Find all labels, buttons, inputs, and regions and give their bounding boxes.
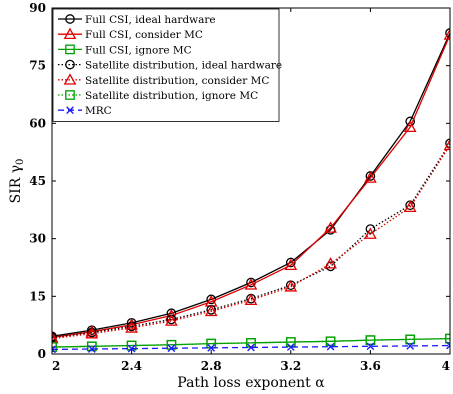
y-tick-label: 15 (29, 289, 46, 303)
legend-entry: Full CSI, ideal hardware (58, 14, 216, 26)
series-4 (52, 138, 450, 344)
data-point-circle (365, 224, 376, 234)
data-point-triangle (403, 120, 417, 133)
data-point-x (406, 342, 415, 350)
data-point-x (127, 344, 136, 353)
series-line (52, 142, 450, 339)
x-tick-label: 4 (442, 359, 450, 373)
legend-label: MRC (85, 105, 112, 117)
data-point-triangle (284, 258, 298, 271)
series-1 (52, 28, 450, 343)
series-line (52, 344, 450, 351)
data-point-square (86, 341, 97, 352)
legend-label: Full CSI, ignore MC (85, 44, 192, 56)
y-tick-label: 0 (38, 347, 46, 361)
y-axis-label-main: SIR γ (8, 165, 24, 203)
y-tick-label: 90 (29, 1, 46, 15)
legend-entry: Full CSI, consider MC (58, 27, 203, 41)
data-point-circle (65, 59, 75, 70)
y-tick-label: 45 (29, 174, 46, 188)
series-6 (52, 341, 450, 354)
data-point-triangle (324, 221, 337, 233)
x-tick-label: 3.2 (280, 359, 301, 373)
data-point-triangle (125, 318, 138, 330)
data-point-square (126, 340, 137, 351)
series-line (52, 337, 450, 348)
series-layer (52, 28, 450, 354)
series-line (52, 144, 450, 340)
data-point-square (65, 44, 75, 55)
data-point-triangle (244, 293, 258, 306)
legend-label: Full CSI, consider MC (85, 29, 203, 41)
data-point-x (366, 342, 375, 351)
data-point-triangle (443, 28, 450, 40)
data-point-x (167, 344, 176, 353)
data-point-square (52, 342, 57, 352)
data-point-x (326, 342, 335, 351)
y-axis-label-sub: 0 (15, 159, 26, 165)
data-point-triangle (284, 280, 298, 292)
data-point-triangle (63, 73, 77, 85)
data-point-triangle (165, 314, 178, 326)
data-point-triangle (403, 200, 417, 212)
x-tick-label: 2.8 (201, 359, 222, 373)
y-tick-label: 75 (29, 59, 46, 73)
data-point-circle (285, 257, 296, 268)
data-point-triangle (125, 321, 138, 333)
series-line (52, 32, 450, 337)
legend-box (52, 8, 280, 122)
legend-label: Satellite distribution, ideal hardware (85, 60, 282, 72)
y-tick-label: 60 (29, 116, 46, 130)
data-point-x (207, 343, 216, 352)
data-point-triangle (324, 257, 337, 269)
data-point-x (87, 345, 96, 353)
legend: Full CSI, ideal hardware Full CSI, consid… (52, 8, 282, 122)
data-point-x (286, 343, 295, 351)
y-axis-label: SIR γ0 (8, 159, 26, 204)
legend-label: Satellite distribution, ignore MC (85, 90, 258, 102)
data-point-triangle (52, 332, 59, 344)
x-tick-label: 3.6 (360, 359, 381, 373)
data-point-triangle (364, 227, 377, 239)
data-point-x (446, 341, 450, 350)
data-point-triangle (165, 308, 178, 321)
legend-entry: Satellite distribution, consider MC (58, 73, 269, 87)
legend-entry: Full CSI, ignore MC (58, 44, 192, 56)
legend-label: Satellite distribution, consider MC (85, 75, 269, 87)
legend-entry: MRC (58, 105, 112, 117)
x-tick-label: 2.4 (121, 359, 142, 373)
data-point-square (405, 334, 416, 345)
legend-label: Full CSI, ideal hardware (85, 14, 216, 26)
data-point-triangle (244, 278, 258, 290)
data-point-triangle (85, 327, 99, 339)
legend-entry: Satellite distribution, ideal hardware (58, 60, 282, 72)
data-point-triangle (85, 325, 99, 337)
data-point-square (365, 335, 376, 346)
x-tick-label: 2 (52, 359, 60, 373)
data-point-triangle (443, 138, 450, 151)
legend-entry: Satellite distribution, ignore MC (58, 90, 258, 102)
data-point-triangle (204, 304, 218, 317)
series-3 (52, 138, 450, 343)
data-point-square (65, 90, 75, 100)
data-point-x (66, 106, 74, 115)
data-point-square (325, 336, 336, 347)
x-axis-label: Path loss exponent α (177, 375, 325, 391)
data-point-circle (65, 14, 75, 24)
data-point-x (52, 345, 56, 354)
data-point-triangle (63, 27, 77, 40)
tick-labels-layer: 2 2.4 2.8 3.2 3.6 4 0 15 30 45 60 75 90 (29, 1, 450, 373)
y-tick-label: 30 (29, 232, 46, 246)
data-point-x (247, 343, 255, 352)
data-point-triangle (364, 171, 377, 183)
series-line (52, 34, 450, 339)
